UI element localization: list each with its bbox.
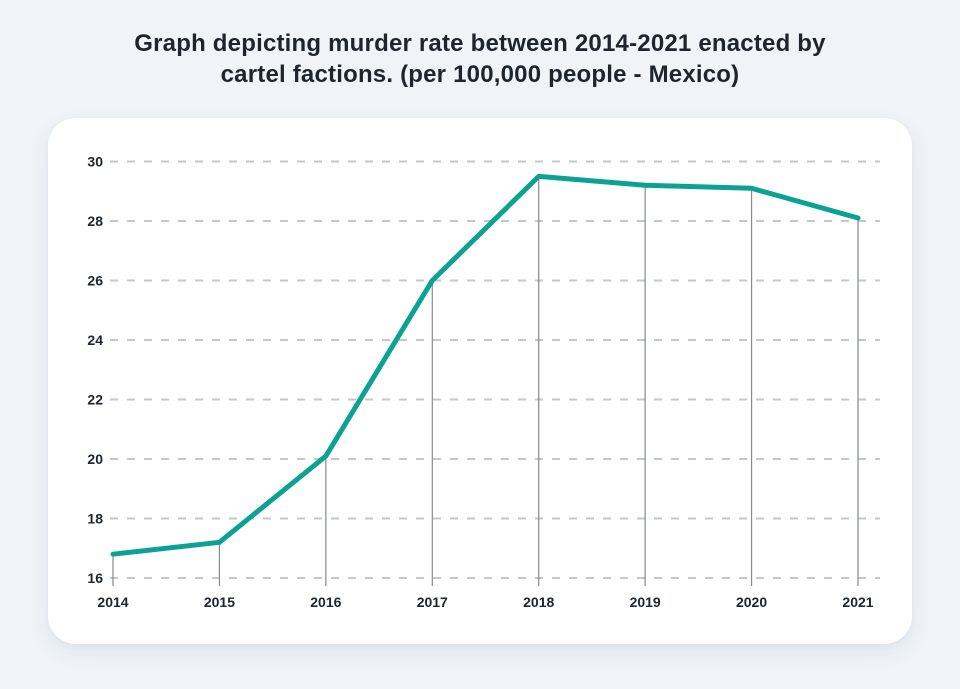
chart-title-line1: Graph depicting murder rate between 2014… — [134, 30, 826, 57]
x-axis-label: 2018 — [523, 594, 554, 610]
x-axis-label: 2016 — [310, 594, 341, 610]
y-axis-label: 30 — [87, 154, 103, 170]
chart-title-line2: cartel factions. (per 100,000 people - M… — [220, 61, 740, 88]
x-axis-label: 2017 — [417, 594, 448, 610]
x-axis-label: 2021 — [842, 594, 873, 610]
y-axis-label: 18 — [87, 511, 103, 527]
y-axis-label: 26 — [87, 273, 103, 289]
chart-title: Graph depicting murder rate between 2014… — [0, 28, 960, 90]
y-axis-label: 22 — [87, 392, 103, 408]
x-axis-label: 2014 — [97, 594, 128, 610]
x-axis-label: 2015 — [204, 594, 235, 610]
murder-rate-line-chart: 16 18 20 22 24 26 28 30 2014 2015 2016 2017 2018 2019… — [87, 154, 880, 610]
y-axis-label: 24 — [87, 332, 103, 348]
y-axis-label: 28 — [87, 213, 103, 229]
y-axis-label: 20 — [87, 451, 103, 467]
x-axis-label: 2019 — [630, 594, 661, 610]
x-axis-label: 2020 — [736, 594, 767, 610]
data-line — [110, 173, 861, 557]
y-axis-label: 16 — [87, 570, 103, 586]
chart-card: 16 18 20 22 24 26 28 30 2014 2015 2016 2017 2018 2019… — [48, 118, 912, 644]
